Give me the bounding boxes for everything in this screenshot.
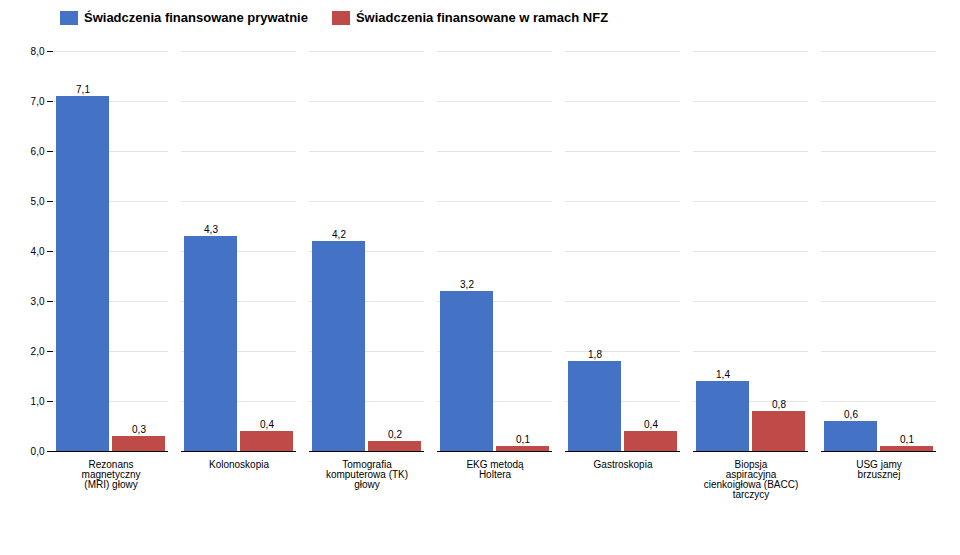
svg-text:4,2: 4,2 xyxy=(332,229,346,240)
svg-text:7,1: 7,1 xyxy=(76,84,90,95)
svg-text:5,0: 5,0 xyxy=(31,196,45,207)
svg-text:0,1: 0,1 xyxy=(900,434,914,445)
svg-text:3,2: 3,2 xyxy=(460,279,474,290)
svg-text:0,3: 0,3 xyxy=(132,424,146,435)
svg-text:8,0: 8,0 xyxy=(31,46,45,57)
svg-text:Gastroskopia: Gastroskopia xyxy=(594,459,653,470)
svg-text:0,4: 0,4 xyxy=(260,419,274,430)
svg-text:3,0: 3,0 xyxy=(31,296,45,307)
svg-text:Kolonoskopia: Kolonoskopia xyxy=(209,459,269,470)
svg-text:4,0: 4,0 xyxy=(31,246,45,257)
html-text:Świadczenia finansowane w rama: Świadczenia finansowane w ramach NFZ xyxy=(356,10,609,25)
svg-text:0,1: 0,1 xyxy=(516,434,530,445)
svg-text:Biopsjaaspiracyjnacienkoigłowa: Biopsjaaspiracyjnacienkoigłowa (BACC)tar… xyxy=(704,459,798,500)
svg-text:0,8: 0,8 xyxy=(772,399,786,410)
html-text:Świadczenia finansowane prywat: Świadczenia finansowane prywatnie xyxy=(84,10,308,25)
svg-text:EKG metodąHoltera: EKG metodąHoltera xyxy=(466,459,524,480)
svg-text:0,4: 0,4 xyxy=(644,419,658,430)
svg-text:USG jamybrzusznej: USG jamybrzusznej xyxy=(856,459,902,480)
svg-text:0,2: 0,2 xyxy=(388,429,402,440)
svg-text:7,0: 7,0 xyxy=(31,96,45,107)
svg-text:4,3: 4,3 xyxy=(204,224,218,235)
svg-text:6,0: 6,0 xyxy=(31,146,45,157)
svg-text:2,0: 2,0 xyxy=(31,346,45,357)
svg-text:Tomografiakomputerowa (TK)głow: Tomografiakomputerowa (TK)głowy xyxy=(326,459,408,490)
svg-text:0,0: 0,0 xyxy=(31,446,45,457)
svg-text:0,6: 0,6 xyxy=(844,409,858,420)
svg-text:1,4: 1,4 xyxy=(716,369,730,380)
svg-text:1,8: 1,8 xyxy=(588,349,602,360)
svg-text:1,0: 1,0 xyxy=(31,396,45,407)
svg-text:Rezonansmagnetyczny(MRI) głowy: Rezonansmagnetyczny(MRI) głowy xyxy=(82,459,141,490)
